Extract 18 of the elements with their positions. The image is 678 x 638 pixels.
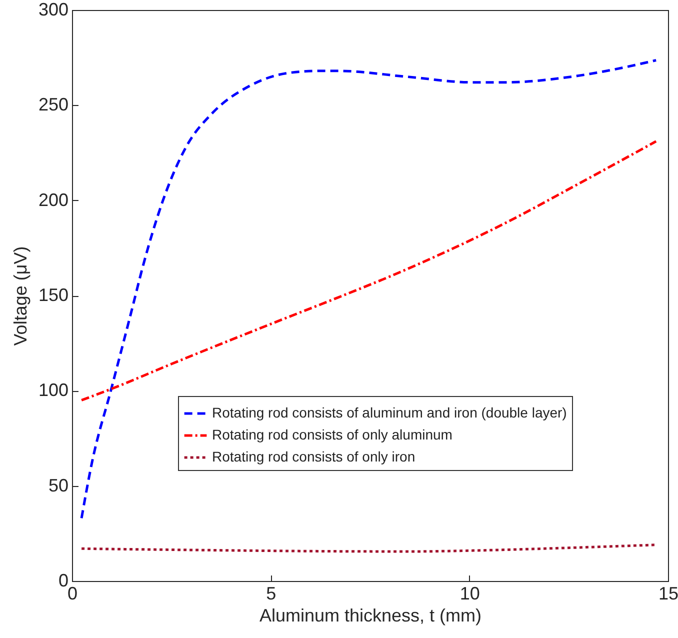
x-axis-title: Aluminum thickness, t (mm)	[259, 606, 482, 626]
y-tick-label: 150	[38, 285, 68, 305]
y-tick-label: 0	[58, 570, 68, 590]
line-series	[80, 544, 658, 553]
line-series	[80, 59, 658, 520]
x-tick-label: 15	[658, 584, 678, 604]
legend-label: Rotating rod consists of aluminum and iron (double layer)	[212, 404, 567, 420]
y-tick-label: 250	[38, 94, 68, 115]
x-tick-label: 5	[266, 584, 276, 604]
y-tick-label: 50	[48, 475, 68, 496]
legend-label: Rotating rod consists of only iron	[212, 448, 416, 464]
y-tick-label: 300	[38, 0, 68, 20]
line-series	[80, 140, 658, 402]
legend-label: Rotating rod consists of only aluminum	[212, 426, 452, 442]
y-axis-title: Voltage (μV)	[10, 246, 30, 346]
y-tick-label: 100	[38, 380, 68, 400]
y-tick-label: 200	[38, 190, 68, 210]
x-tick-label: 10	[460, 584, 480, 604]
